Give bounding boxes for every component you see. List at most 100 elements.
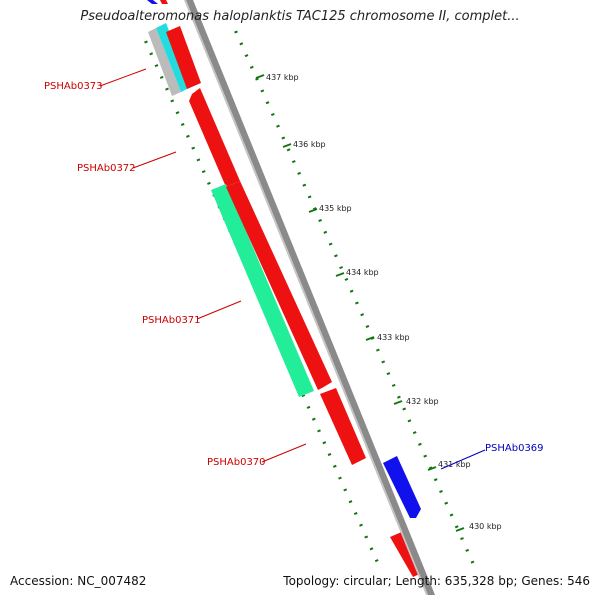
- track-tick: [286, 148, 291, 152]
- track-tick: [260, 89, 265, 93]
- gene-label-text[interactable]: PSHAb0373: [44, 81, 103, 92]
- tick-436-kbp: 436 kbp: [282, 140, 326, 149]
- track-tick: [317, 429, 321, 433]
- genome-backbone: [186, 0, 435, 595]
- map-title: Pseudoalteromonas haloplanktis TAC125 ch…: [80, 9, 520, 24]
- gene-pshab0369[interactable]: [383, 456, 421, 518]
- gene-label-text[interactable]: PSHAb0369: [485, 443, 544, 454]
- tick-label: 432 kbp: [406, 397, 439, 406]
- gene-pshab0373-grey[interactable]: [148, 28, 181, 96]
- tick-430-kbp: 430 kbp: [455, 522, 502, 532]
- track-tick: [255, 77, 259, 81]
- track-tick: [318, 218, 322, 223]
- gene-label-text[interactable]: PSHAb0372: [77, 163, 136, 174]
- tick-label: 434 kbp: [346, 268, 379, 277]
- gene-pshab0371-red[interactable]: [226, 181, 332, 390]
- kbp-scale: 437 kbp 436 kbp 435 kbp 434 kbp 433 kbp …: [255, 73, 502, 532]
- track-tick: [332, 464, 337, 468]
- genome-backbone-shadow: [184, 0, 428, 595]
- track-tick: [444, 501, 449, 505]
- tick-label: 436 kbp: [293, 140, 326, 149]
- track-tick: [327, 452, 332, 457]
- track-tick: [249, 65, 254, 69]
- tick-434-kbp: 434 kbp: [335, 268, 379, 277]
- track-tick: [465, 548, 470, 552]
- track-tick: [239, 42, 244, 46]
- track-tick: [323, 230, 328, 234]
- gene-label-pshab0371[interactable]: PSHAb0371: [142, 300, 242, 326]
- track-tick: [364, 535, 369, 539]
- tick-label: 437 kbp: [266, 73, 299, 82]
- gene-label-text[interactable]: PSHAb0370: [207, 457, 266, 468]
- gene-pshab0372[interactable]: [189, 88, 240, 187]
- track-tick: [276, 124, 280, 128]
- track-tick: [454, 525, 459, 529]
- track-tick: [291, 160, 296, 164]
- track-tick: [418, 442, 422, 446]
- track-tick: [306, 405, 311, 409]
- track-tick: [165, 87, 169, 91]
- gene-label-pshab0369[interactable]: PSHAb0369: [440, 443, 544, 470]
- track-tick: [191, 146, 196, 150]
- gene-bottom-red[interactable]: [390, 531, 422, 577]
- genome-summary-text: Topology: circular; Length: 635,328 bp; …: [283, 574, 590, 588]
- tick-431-kbp: 431 kbp: [427, 460, 471, 471]
- track-tick: [201, 170, 206, 174]
- gene-pshab0370[interactable]: [320, 388, 366, 465]
- track-tick: [270, 112, 275, 117]
- track-tick: [433, 478, 438, 482]
- track-tick: [170, 99, 175, 103]
- track-tick: [281, 136, 286, 140]
- track-tick: [460, 537, 464, 541]
- track-tick: [397, 395, 401, 399]
- reverse-gene-top[interactable]: [147, 0, 158, 4]
- track-tick: [344, 277, 349, 281]
- track-tick: [154, 64, 159, 68]
- track-tick: [338, 476, 342, 480]
- tick-432-kbp: 432 kbp: [393, 397, 439, 406]
- tick-label: 433 kbp: [377, 333, 410, 342]
- track-tick: [359, 523, 363, 527]
- tick-433-kbp: 433 kbp: [365, 333, 410, 342]
- accession-text: Accession: NC_007482: [10, 574, 147, 588]
- gene-label-text[interactable]: PSHAb0371: [142, 315, 201, 326]
- track-tick: [307, 195, 312, 199]
- tick-label: 431 kbp: [438, 460, 471, 469]
- forward-gene-top-small[interactable]: [160, 0, 168, 4]
- track-tick: [470, 560, 475, 564]
- track-tick: [234, 30, 238, 34]
- gene-labels: PSHAb0373 PSHAb0372 PSHAb0371 PSHAb0370 …: [44, 68, 544, 470]
- track-tick: [328, 242, 333, 246]
- track-tick: [207, 181, 211, 185]
- gene-pshab0371-teal[interactable]: [211, 184, 314, 397]
- track-tick: [144, 40, 148, 44]
- tick-label: 435 kbp: [319, 204, 352, 213]
- track-tick: [311, 417, 316, 421]
- track-tick: [175, 111, 180, 115]
- outer-tick-track: [234, 30, 475, 564]
- track-tick: [369, 547, 374, 551]
- track-tick: [428, 466, 433, 470]
- tick-435-kbp: 435 kbp: [308, 204, 352, 213]
- track-tick: [186, 134, 190, 138]
- track-tick: [349, 289, 354, 293]
- track-tick: [360, 313, 364, 317]
- tick-label: 430 kbp: [469, 522, 502, 531]
- track-tick: [449, 513, 454, 517]
- track-tick: [149, 52, 154, 56]
- track-tick: [407, 419, 412, 423]
- track-tick: [180, 122, 185, 127]
- gene-label-pshab0370[interactable]: PSHAb0370: [207, 443, 307, 468]
- gene-label-pshab0372[interactable]: PSHAb0372: [77, 151, 177, 174]
- track-tick: [381, 360, 386, 364]
- track-tick: [391, 383, 396, 387]
- track-tick: [374, 559, 379, 563]
- gene-label-pshab0373[interactable]: PSHAb0373: [44, 68, 147, 92]
- feature-track: [147, 0, 435, 595]
- gene-pshab0373-red[interactable]: [166, 26, 201, 89]
- track-tick: [339, 266, 343, 270]
- track-tick: [355, 301, 359, 305]
- track-tick: [196, 158, 201, 162]
